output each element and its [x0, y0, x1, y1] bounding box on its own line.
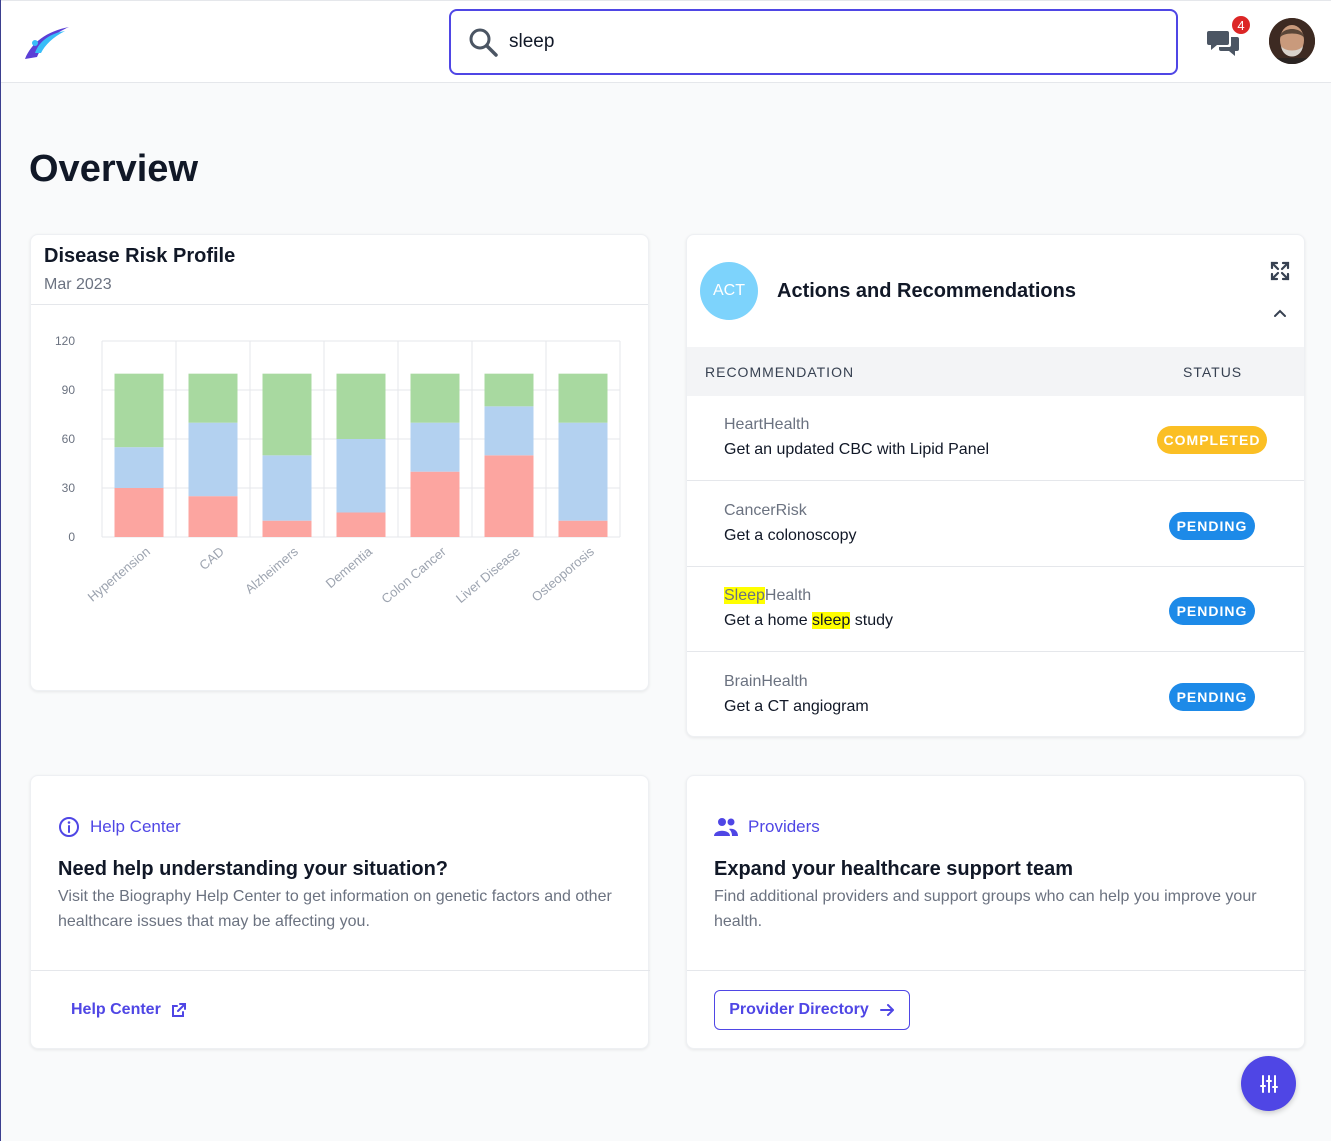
bar-segment	[558, 520, 608, 537]
settings-fab[interactable]	[1241, 1056, 1296, 1111]
y-tick-label: 120	[55, 334, 75, 348]
row-description-post: study	[850, 612, 893, 629]
y-tick-label: 60	[62, 432, 76, 446]
bar-segment	[262, 520, 312, 537]
users-icon	[714, 818, 738, 836]
bar-segment	[484, 455, 534, 537]
row-category: HeartHealth	[724, 416, 810, 433]
status-badge: PENDING	[1169, 683, 1255, 711]
row-description: Get a CT angiogram	[724, 698, 869, 715]
bar-segment	[410, 373, 460, 423]
sliders-icon	[1259, 1074, 1278, 1093]
help-center-label: Help Center	[58, 816, 181, 838]
row-description: Get an updated CBC with Lipid Panel	[724, 441, 990, 458]
y-tick-label: 30	[62, 481, 76, 495]
row-category: BrainHealth	[724, 673, 808, 690]
top-bar: 4	[1, 0, 1331, 83]
chevron-up-icon[interactable]	[1272, 305, 1288, 321]
x-tick-label: Hypertension	[85, 544, 153, 605]
search-input[interactable]	[509, 31, 1109, 53]
status-badge: PENDING	[1169, 597, 1255, 625]
x-tick-label: CAD	[196, 544, 227, 573]
disease-risk-card: Disease Risk Profile Mar 2023 0 30 60 90 120…	[30, 234, 649, 691]
column-recommendation: RECOMMENDATION	[705, 364, 855, 380]
x-tick-label: Colon Cancer	[378, 543, 449, 606]
arrow-right-icon	[879, 1004, 894, 1016]
search-box[interactable]	[449, 9, 1178, 75]
act-badge: ACT	[700, 262, 758, 320]
external-link-icon	[171, 1003, 186, 1017]
help-heading: Need help understanding your situation?	[58, 858, 449, 880]
x-tick-label: Alzheimers	[242, 543, 301, 596]
notification-badge: 4	[1230, 14, 1252, 36]
bar-segment	[410, 422, 460, 472]
x-tick-label: Dementia	[323, 543, 376, 591]
risk-card-date: Mar 2023	[44, 276, 112, 293]
row-description: Get a colonoscopy	[724, 527, 857, 544]
providers-label-text: Providers	[748, 817, 820, 836]
bar-segment	[410, 471, 460, 537]
bar-segment	[336, 373, 386, 439]
bar-segment	[262, 455, 312, 521]
y-tick-label: 0	[68, 530, 75, 544]
providers-text: Find additional providers and support gr…	[714, 888, 1257, 930]
bar-segment	[262, 373, 312, 456]
help-center-link-text: Help Center	[71, 1001, 161, 1018]
table-header: RECOMMENDATION STATUS	[687, 347, 1304, 396]
providers-label: Providers	[714, 816, 820, 838]
status-badge: COMPLETED	[1157, 426, 1267, 454]
x-tick-label: Liver Disease	[453, 544, 523, 606]
providers-heading: Expand your healthcare support team	[714, 858, 1073, 880]
row-description-pre: Get a home	[724, 612, 813, 629]
actions-title: Actions and Recommendations	[777, 280, 1076, 302]
bar-segment	[188, 373, 238, 423]
row-description: Get a home sleep study	[724, 612, 893, 630]
divider	[31, 970, 650, 971]
bar-segment	[336, 439, 386, 513]
bar-segment	[188, 496, 238, 537]
chat-icon[interactable]	[1207, 25, 1241, 59]
table-row[interactable]: SleepHealth Get a home sleep study PENDI…	[687, 567, 1304, 652]
bar-segment	[558, 422, 608, 521]
help-center-card: Help Center Need help understanding your…	[30, 775, 650, 1049]
row-category: CancerRisk	[724, 502, 807, 519]
divider	[687, 970, 1306, 971]
row-category: SleepHealth	[724, 587, 811, 605]
bar-segment	[114, 373, 164, 448]
y-tick-label: 90	[62, 383, 76, 397]
table-row[interactable]: CancerRisk Get a colonoscopy PENDING	[687, 482, 1304, 567]
status-badge: PENDING	[1169, 512, 1255, 540]
bar-segment	[188, 422, 238, 497]
expand-icon[interactable]	[1270, 261, 1290, 281]
help-center-link[interactable]: Help Center	[71, 1001, 187, 1019]
table-row[interactable]: BrainHealth Get a CT angiogram PENDING	[687, 653, 1304, 736]
page-title: Overview	[29, 148, 198, 190]
help-text: Visit the Biography Help Center to get i…	[58, 888, 612, 930]
info-icon	[59, 817, 79, 837]
help-center-label-text: Help Center	[90, 817, 181, 836]
bar-segment	[484, 406, 534, 456]
search-highlight: sleep	[812, 612, 851, 629]
row-category-rest: Health	[764, 587, 812, 604]
x-tick-label: Osteoporosis	[529, 543, 598, 604]
actions-card: ACT Actions and Recommendations RECOMMEN…	[686, 234, 1305, 737]
logo-icon[interactable]	[21, 23, 73, 63]
risk-card-header: Disease Risk Profile Mar 2023	[31, 235, 648, 305]
risk-chart: 0 30 60 90 120 Hypertension CAD Alzheimers Demen…	[55, 334, 621, 606]
bar-segment	[484, 373, 534, 407]
provider-directory-label: Provider Directory	[729, 1001, 869, 1018]
column-status: STATUS	[1183, 364, 1243, 380]
search-icon	[469, 28, 498, 57]
bar-segment	[558, 373, 608, 423]
providers-card: Providers Expand your healthcare support…	[686, 775, 1306, 1049]
avatar[interactable]	[1269, 18, 1315, 64]
provider-directory-button[interactable]: Provider Directory	[714, 990, 910, 1030]
avatar-image	[1269, 18, 1315, 64]
risk-card-title: Disease Risk Profile	[44, 245, 236, 267]
bar-segment	[336, 512, 386, 537]
search-highlight: Sleep	[724, 587, 765, 604]
table-row[interactable]: HeartHealth Get an updated CBC with Lipi…	[687, 396, 1304, 481]
bar-segment	[114, 488, 164, 537]
bar-segment	[114, 447, 164, 488]
